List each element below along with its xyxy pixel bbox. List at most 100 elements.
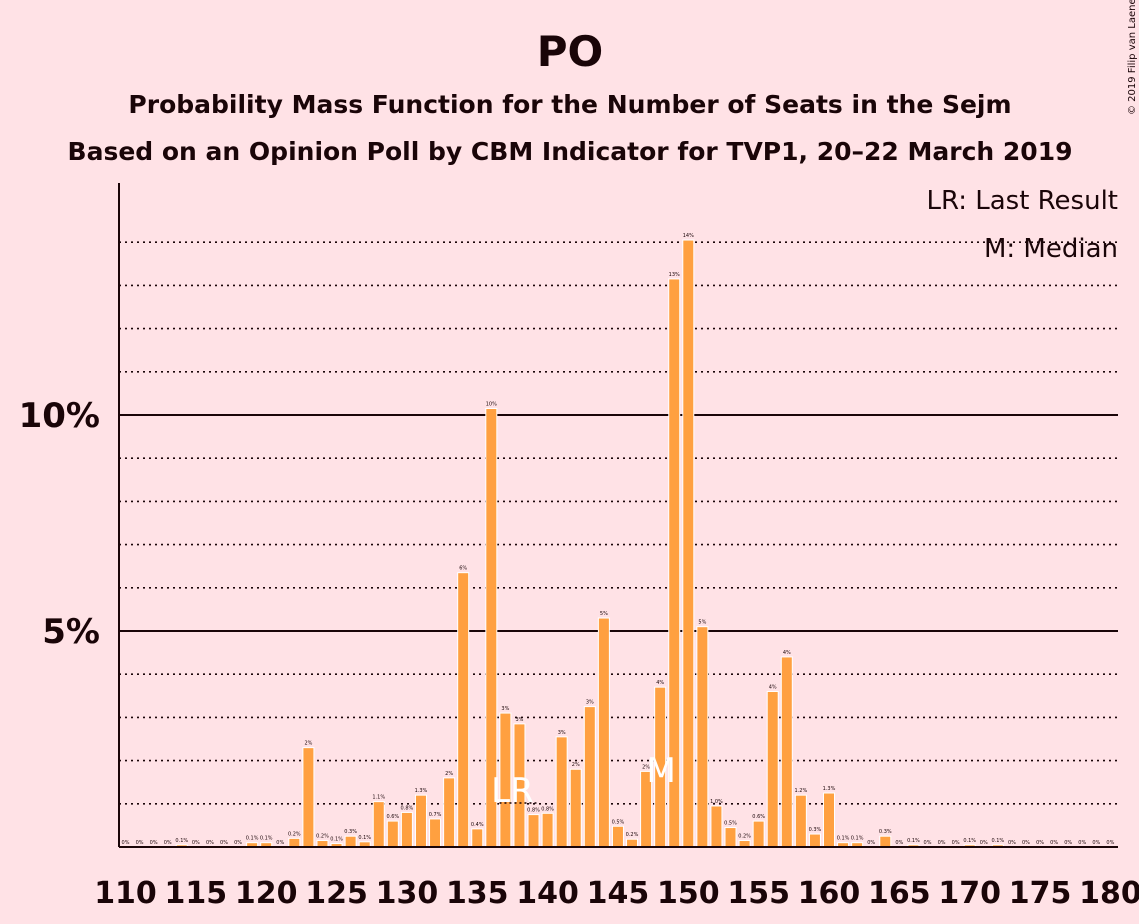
bar-value-label-165: 0% xyxy=(895,840,903,846)
bar-value-label-114: 0.1% xyxy=(175,838,188,844)
bar-value-label-158: 1.2% xyxy=(795,788,808,794)
x-tick-label: 165 xyxy=(868,876,931,911)
bar-value-label-143: 3% xyxy=(586,700,594,706)
bar-value-label-113: 0% xyxy=(164,840,172,846)
x-tick-labels: 110 115 120 125 130 135 140 145 150 155 160 165 170 1… xyxy=(94,876,1139,911)
bar-seats-156 xyxy=(766,690,779,848)
bar-value-label-120: 0.1% xyxy=(260,836,273,842)
bar-value-label-150: 14% xyxy=(683,233,694,239)
x-tick-label: 175 xyxy=(1009,876,1072,911)
bar-seats-144 xyxy=(597,617,610,848)
bar-value-label-126: 0.3% xyxy=(344,829,357,835)
bar-seats-152 xyxy=(710,805,723,848)
x-tick-label: 150 xyxy=(657,876,720,911)
bar-seats-132 xyxy=(429,818,442,848)
bar-seats-159 xyxy=(808,833,821,848)
bar-value-label-133: 2% xyxy=(445,771,453,777)
bar-value-label-142: 2% xyxy=(572,762,580,768)
median-marker: M xyxy=(646,751,675,791)
bar-value-label-125: 0.1% xyxy=(330,837,343,843)
y-tick-label: 5% xyxy=(42,612,100,652)
chart-title: PO xyxy=(537,27,604,76)
legend-median: M: Median xyxy=(984,234,1118,264)
chart-subtitle-2: Based on an Opinion Poll by CBM Indicato… xyxy=(68,137,1073,166)
bar-value-label-175: 0% xyxy=(1036,840,1044,846)
bars xyxy=(175,239,1004,848)
bar-seats-155 xyxy=(752,820,765,848)
bar-value-label-145: 0.5% xyxy=(612,819,625,825)
bar-seats-157 xyxy=(780,656,793,848)
bar-value-label-146: 0.2% xyxy=(626,832,639,838)
bar-value-label-115: 0% xyxy=(192,840,200,846)
legend-last-result: LR: Last Result xyxy=(926,186,1118,216)
bar-value-label-176: 0% xyxy=(1050,840,1058,846)
axes xyxy=(118,183,1118,848)
bar-seats-143 xyxy=(583,706,596,848)
x-tick-label: 180 xyxy=(1079,876,1139,911)
bar-value-label-180: 0% xyxy=(1106,840,1114,846)
bar-value-label-149: 13% xyxy=(669,272,680,278)
bar-value-label-151: 5% xyxy=(698,620,706,626)
bar-value-label-164: 0.3% xyxy=(879,829,892,835)
bar-value-label-152: 1.0% xyxy=(710,799,723,805)
bar-value-label-168: 0% xyxy=(938,840,946,846)
bar-value-label-119: 0.1% xyxy=(246,836,259,842)
bar-seats-146 xyxy=(626,838,639,848)
y-tick-label: 10% xyxy=(19,396,100,436)
bar-value-label-130: 0.8% xyxy=(401,805,414,811)
bar-value-label-139: 0.8% xyxy=(527,808,540,814)
chart-subtitle-1: Probability Mass Function for the Number… xyxy=(128,90,1011,119)
copyright-notice: © 2019 Filip van Laenen xyxy=(1127,0,1138,115)
bar-value-label-166: 0.1% xyxy=(907,838,920,844)
bar-value-label-167: 0% xyxy=(924,840,932,846)
markers: LR M xyxy=(491,751,676,811)
x-tick-label: 160 xyxy=(798,876,861,911)
bar-value-label-154: 0.2% xyxy=(738,834,751,840)
bar-value-label-111: 0% xyxy=(136,840,144,846)
bar-value-label-118: 0% xyxy=(234,840,242,846)
bar-value-label-124: 0.2% xyxy=(316,834,329,840)
bar-seats-160 xyxy=(823,792,835,848)
bar-seats-164 xyxy=(879,835,892,848)
x-tick-label: 145 xyxy=(587,876,650,911)
bar-value-label-162: 0.1% xyxy=(851,836,864,842)
bar-seats-135 xyxy=(471,828,484,848)
bar-value-label-173: 0% xyxy=(1008,840,1016,846)
bar-seats-129 xyxy=(386,820,399,848)
x-tick-label: 130 xyxy=(376,876,439,911)
bar-value-label-160: 1.3% xyxy=(823,786,836,792)
bar-value-label-153: 0.5% xyxy=(724,821,737,827)
bar-seats-140 xyxy=(541,812,554,848)
data-labels: 0% 0% 0% 0% 0.1% 0% 0% 0% 0%0.1% 0.1%0%0.2%2%0.2%… xyxy=(122,233,1115,846)
x-tick-label: 115 xyxy=(165,876,228,911)
x-tick-label: 155 xyxy=(727,876,790,911)
bar-value-label-112: 0% xyxy=(150,840,158,846)
bar-value-label-155: 0.6% xyxy=(752,814,765,820)
bar-value-label-170: 0.1% xyxy=(963,838,976,844)
x-tick-label: 125 xyxy=(305,876,368,911)
bar-value-label-131: 1.3% xyxy=(415,788,428,794)
bar-value-label-121: 0% xyxy=(276,840,284,846)
bar-seats-133 xyxy=(443,777,456,848)
x-tick-label: 170 xyxy=(938,876,1001,911)
bar-value-label-157: 4% xyxy=(783,650,791,656)
bar-value-label-136: 10% xyxy=(486,402,497,408)
x-tick-label: 135 xyxy=(446,876,509,911)
bar-seats-145 xyxy=(611,825,624,848)
bar-value-label-116: 0% xyxy=(206,840,214,846)
bar-seats-153 xyxy=(724,827,737,848)
y-tick-labels: 5% 10% xyxy=(19,396,100,652)
bar-seats-139 xyxy=(527,814,540,848)
bar-seats-134 xyxy=(457,572,470,848)
bar-value-label-134: 6% xyxy=(459,566,467,572)
bar-seats-142 xyxy=(569,768,582,848)
bar-value-label-148: 4% xyxy=(656,680,664,686)
bar-value-label-122: 0.2% xyxy=(288,831,301,837)
bar-value-label-127: 0.1% xyxy=(358,835,371,841)
x-tick-label: 140 xyxy=(516,876,579,911)
bar-seats-130 xyxy=(400,811,413,848)
bar-seats-123 xyxy=(302,747,315,848)
bar-value-label-171: 0% xyxy=(980,840,988,846)
bar-seats-141 xyxy=(555,736,568,848)
